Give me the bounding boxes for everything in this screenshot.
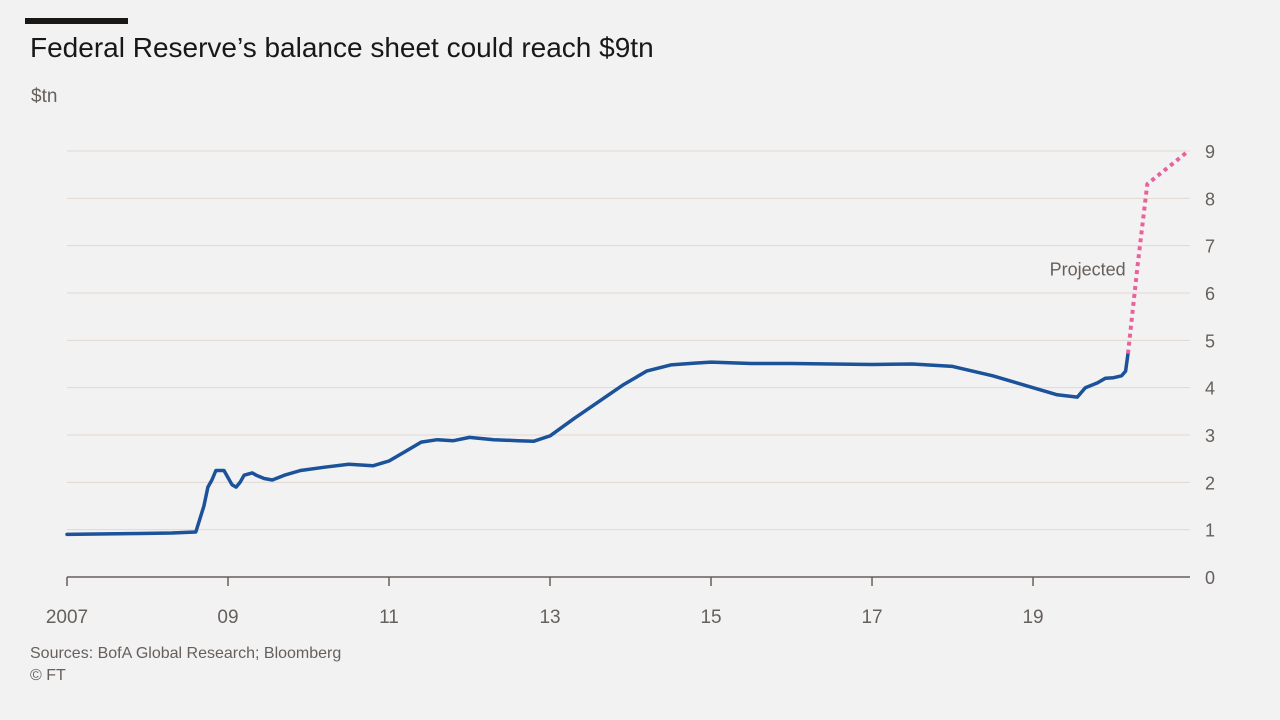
x-tick-label: 13: [539, 607, 560, 628]
copyright-note: © FT: [30, 667, 66, 684]
y-tick-label: 8: [1205, 189, 1215, 209]
source-note: Sources: BofA Global Research; Bloomberg: [30, 645, 342, 662]
x-tick-label: 11: [379, 607, 399, 628]
y-tick-label: 9: [1205, 142, 1215, 162]
x-tick-label: 2007: [46, 607, 88, 628]
actual-series-line: [65, 351, 1130, 537]
y-tick-label: 2: [1205, 473, 1215, 493]
y-tick-label: 7: [1205, 237, 1215, 257]
y-tick-label: 0: [1205, 568, 1215, 588]
y-unit-label: $tn: [31, 86, 58, 107]
y-tick-label: 4: [1205, 379, 1215, 399]
y-tick-label: 3: [1205, 426, 1215, 446]
x-tick-label: 19: [1022, 607, 1043, 628]
y-tick-label: 1: [1205, 521, 1215, 541]
y-tick-label: 5: [1205, 331, 1215, 351]
projected-annotation: Projected: [1050, 260, 1126, 280]
y-tick-label: 6: [1205, 284, 1215, 304]
projected-series-line: [1126, 149, 1190, 354]
x-tick-label: 17: [861, 607, 882, 628]
chart-title: Federal Reserve’s balance sheet could re…: [30, 32, 654, 63]
brand-bar: [25, 18, 128, 24]
x-tick-label: 09: [217, 607, 238, 628]
x-tick-label: 15: [700, 607, 721, 628]
